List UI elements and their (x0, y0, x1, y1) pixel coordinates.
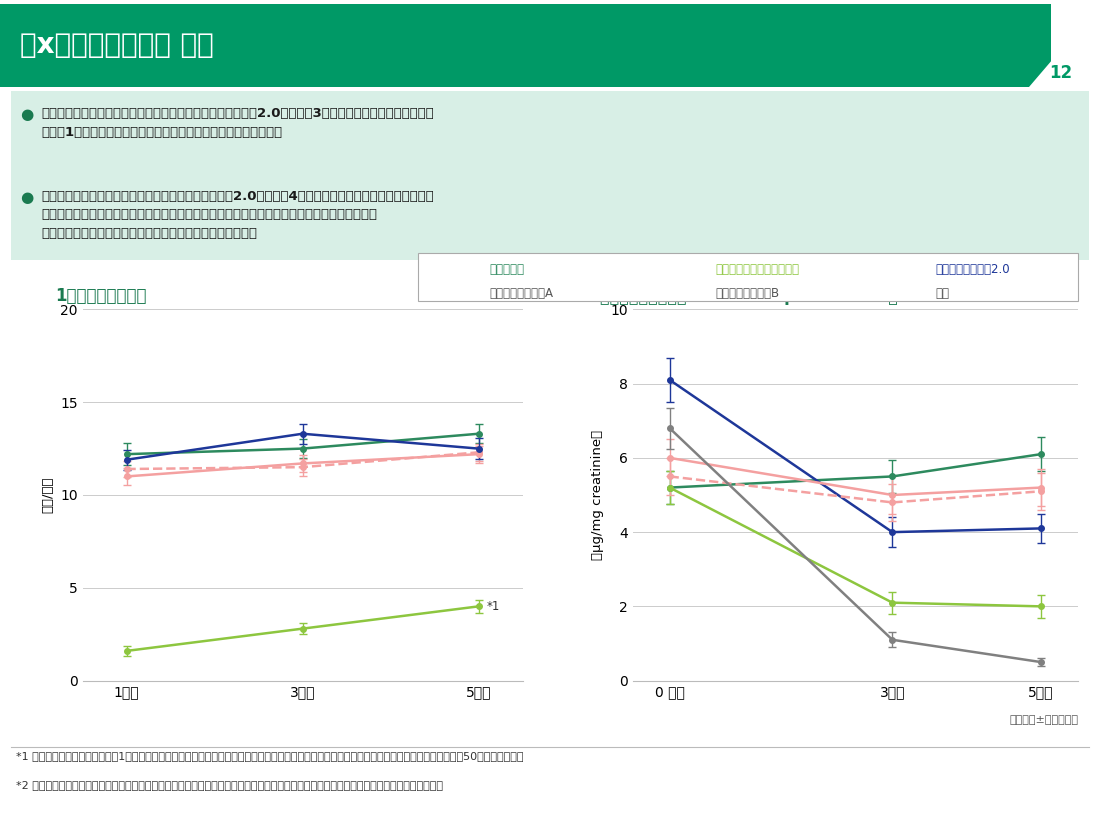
Text: 他社加熱式たばこB: 他社加熱式たばこB (715, 286, 779, 299)
Text: 他社加熱式たばこA: 他社加熱式たばこA (490, 286, 553, 299)
Text: *2 たばこベイパー全体の暴露量を把握するため、たばこ製品の代表成分であるニコチンについても、尿中の成分とその代謝産物の総量を測定: *2 たばこベイパー全体の暴露量を把握するため、たばこ製品の代表成分であるニコチ… (16, 780, 443, 790)
Text: 人xへの暴露量調査 結果: 人xへの暴露量調査 結果 (20, 31, 213, 59)
Text: 「プルーム・テック・プラス」、「プルーム・エス・2.0」を含む4種の加熱式たばこに切り替えた場合、
ニコチンの暴露量は紙巻たばこの喫煙を継続したグループと禁煙し: 「プルーム・テック・プラス」、「プルーム・エス・2.0」を含む4種の加熱式たばこ… (42, 190, 435, 240)
Text: ●: ● (20, 190, 33, 205)
Text: 「プルーム・テック・プラス」を除き、「プルーム・エス・2.0」を含む3種の加熱式たばこに切り替えた
場合、1日のたばこ使用量に題著な変化は認められませんでした。: 「プルーム・テック・プラス」を除き、「プルーム・エス・2.0」を含む3種の加熱式… (42, 107, 435, 139)
Text: 紙巻たばこ: 紙巻たばこ (490, 262, 525, 276)
Text: 禁煙: 禁煙 (935, 286, 949, 299)
Text: （平均値±標準誤差）: （平均値±標準誤差） (1009, 715, 1078, 725)
Text: 12: 12 (1049, 64, 1072, 82)
Text: プルーム・テック・プラス: プルーム・テック・プラス (715, 262, 799, 276)
Text: *1: *1 (487, 600, 500, 613)
Text: プルーム・エス・2.0: プルーム・エス・2.0 (935, 262, 1010, 276)
Text: ニコチンの暴露量（Nicotine equivalents*²）: ニコチンの暴露量（Nicotine equivalents*²） (600, 290, 898, 305)
Y-axis label: （本/日）: （本/日） (42, 477, 55, 513)
Text: ●: ● (20, 107, 33, 122)
Text: 1日のたばこ使用量: 1日のたばこ使用量 (55, 287, 146, 305)
Text: *1 プルーム・テック・プラスの1日のたばこカプセル使用量。吸い方により異なりますが、プルーム・テック・プラスのたばこカプセルは１本で約50回の吸引が可能: *1 プルーム・テック・プラスの1日のたばこカプセル使用量。吸い方により異なりま… (16, 751, 524, 761)
Y-axis label: （μg/mg creatinine）: （μg/mg creatinine） (592, 430, 605, 560)
